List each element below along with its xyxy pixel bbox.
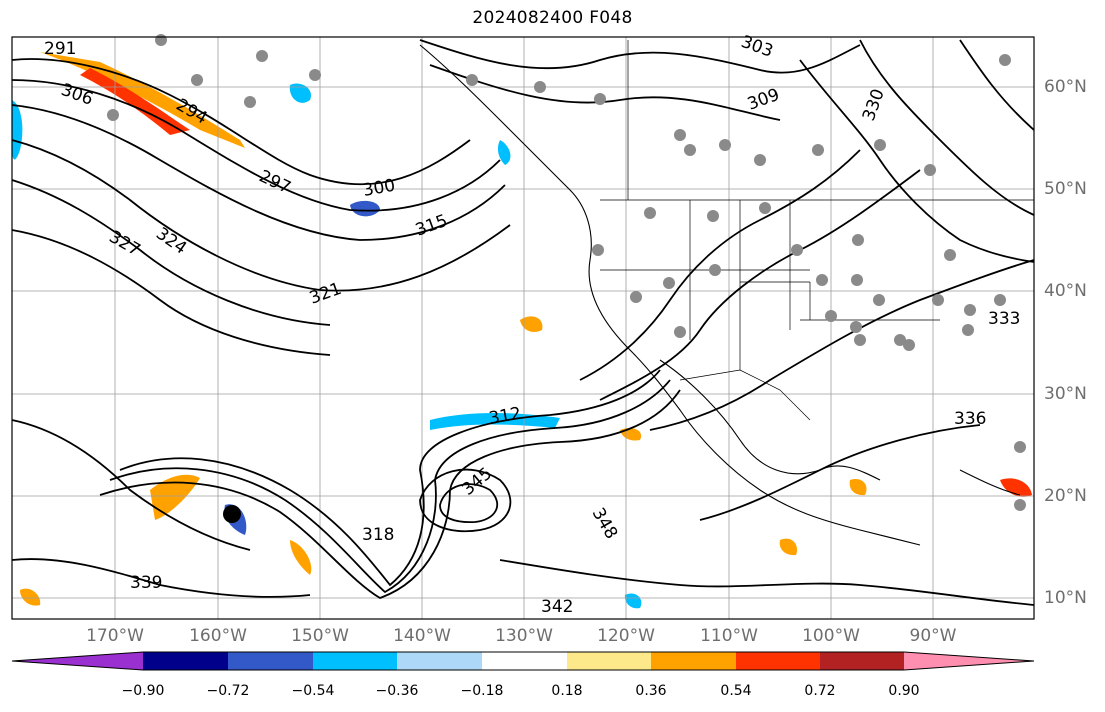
- colorbar-tick-label: 0.90: [888, 683, 920, 699]
- colorbar-tick-label: −0.90: [121, 683, 165, 699]
- coastlines: [419, 44, 1021, 546]
- contour-label: 336: [954, 409, 986, 429]
- colorbar-outline: [11, 651, 1035, 671]
- lat-label: 30°N: [1044, 384, 1087, 404]
- map-frame: [11, 36, 1035, 620]
- contour-label: 339: [130, 573, 162, 593]
- lon-label: 100°W: [802, 626, 860, 646]
- colorbar-cell: [567, 652, 651, 670]
- colorbar-cell-high-extend: [904, 652, 1034, 670]
- colorbar-tick-label: 0.72: [804, 683, 836, 699]
- lat-label: 60°N: [1044, 77, 1087, 97]
- lon-label: 130°W: [495, 626, 553, 646]
- colorbar-tick-label: 0.54: [720, 683, 752, 699]
- lat-label: 40°N: [1044, 281, 1087, 301]
- colorbar-tick-label: −0.72: [206, 683, 250, 699]
- cyclone-center: [223, 505, 241, 523]
- colorbar-tick-label: −0.18: [460, 683, 504, 699]
- colorbar-tick-label: −0.36: [375, 683, 419, 699]
- lon-label: 120°W: [597, 626, 655, 646]
- contour-label: 318: [362, 525, 394, 545]
- lon-label: 110°W: [700, 626, 758, 646]
- figure-title: 2024082400 F048: [472, 8, 633, 28]
- colorbar-tick-label: −0.54: [291, 683, 335, 699]
- theta-contours: [11, 39, 1035, 606]
- colorbar-cell: [228, 652, 313, 670]
- colorbar-cell: [143, 652, 228, 670]
- lon-label: 150°W: [291, 626, 349, 646]
- colorbar-cell: [736, 652, 820, 670]
- colorbar-cell: [651, 652, 736, 670]
- lon-label: 90°W: [909, 626, 957, 646]
- contour-label: 342: [541, 597, 573, 617]
- political-borders: [600, 40, 1034, 421]
- colorbar-cell: [820, 652, 904, 670]
- colorbar-cell: [482, 652, 567, 670]
- colorbar-cell: [397, 652, 482, 670]
- lon-label: 140°W: [393, 626, 451, 646]
- colorbar: [11, 651, 1035, 671]
- lat-label: 20°N: [1044, 486, 1087, 506]
- lat-label: 50°N: [1044, 179, 1087, 199]
- lon-label: 170°W: [86, 626, 144, 646]
- lon-label: 160°W: [189, 626, 247, 646]
- colorbar-cell-low-extend: [12, 652, 143, 670]
- contour-label: 291: [44, 39, 76, 59]
- lat-label: 10°N: [1044, 588, 1087, 608]
- colorbar-tick-label: 0.18: [551, 683, 583, 699]
- contour-label: 333: [988, 309, 1020, 329]
- map-background: [12, 37, 1034, 619]
- station-dots: [107, 34, 1026, 511]
- colorbar-tick-label: 0.36: [635, 683, 667, 699]
- colorbar-cell: [313, 652, 397, 670]
